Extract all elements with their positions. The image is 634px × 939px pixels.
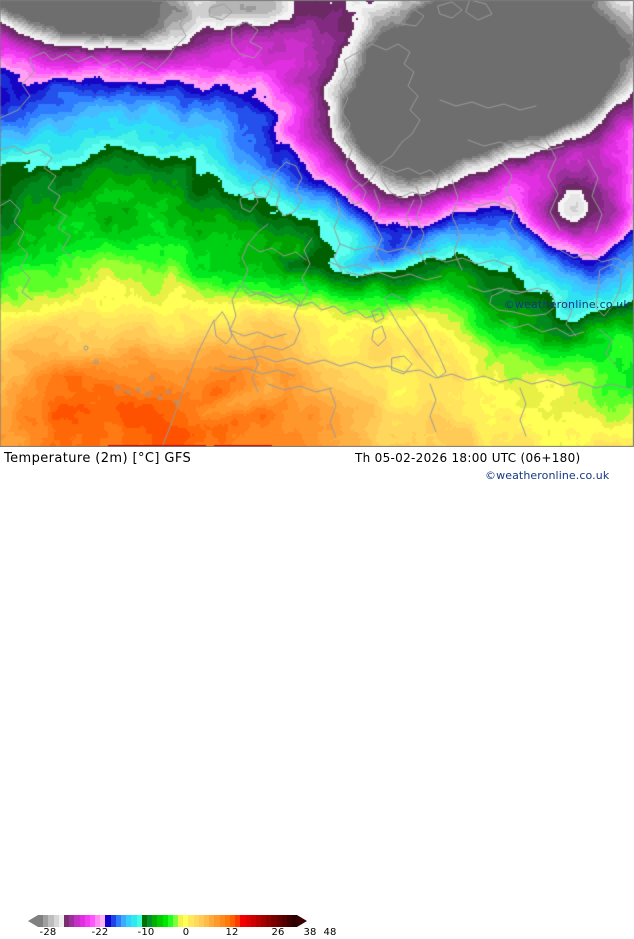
- footer-bar: Temperature (2m) [°C] GFS Th 05-02-2026 …: [0, 447, 634, 938]
- colorbar-tick-label: 0: [182, 927, 190, 938]
- colorbar-tick-label: -28: [39, 927, 57, 938]
- colorbar-tick-label: -22: [91, 927, 109, 938]
- map-watermark-label: ©weatheronline.co.uk: [503, 298, 630, 311]
- colorbar-tick-label: 48: [323, 927, 337, 938]
- page-title: Temperature (2m) [°C] GFS: [4, 451, 192, 466]
- temperature-colorbar: -28 -22 -10 0 12 26 38 48: [0, 913, 337, 939]
- copyright-credit: ©weatheronline.co.uk: [485, 469, 610, 482]
- colorbar-max-arrow-icon: [297, 915, 307, 927]
- colorbar-tick-label: 38: [303, 927, 317, 938]
- colorbar-min-arrow-icon: [28, 915, 38, 927]
- weather-map-panel[interactable]: ©weatheronline.co.uk: [0, 0, 634, 447]
- colorbar-tick-label: -10: [137, 927, 155, 938]
- colorbar-tick-label: 26: [271, 927, 285, 938]
- model-run-timestamp: Th 05-02-2026 18:00 UTC (06+180): [355, 451, 581, 465]
- colorbar-swatch-strip: [38, 915, 298, 927]
- colorbar-tick-label: 12: [225, 927, 239, 938]
- temperature-field-canvas[interactable]: [0, 0, 634, 447]
- colorbar-tick-labels: -28 -22 -10 0 12 26 38 48: [0, 927, 337, 939]
